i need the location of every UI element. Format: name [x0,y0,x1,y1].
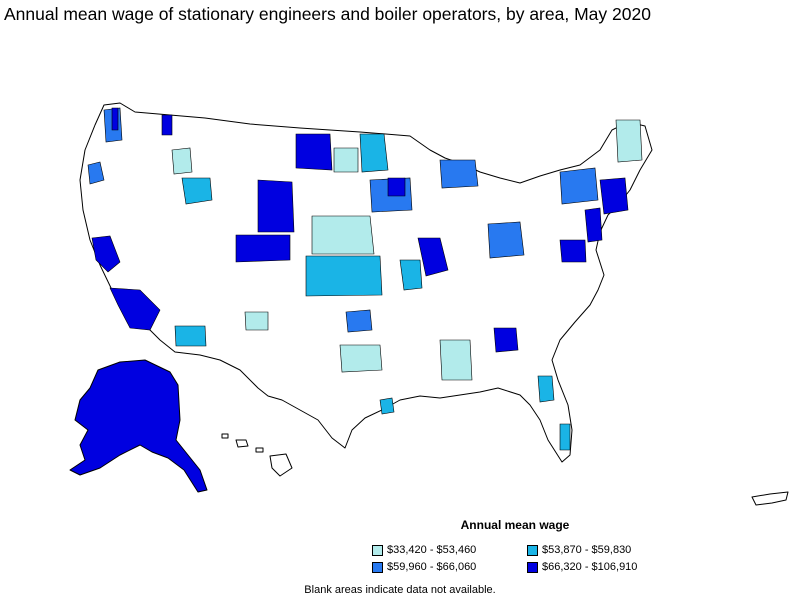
legend-label: $33,420 - $53,460 [387,544,477,556]
legend-swatch [372,561,383,573]
map-title: Annual mean wage of stationary engineers… [4,4,651,24]
legend-item: $33,420 - $53,460 [372,544,476,556]
legend-swatch [527,561,538,573]
legend-swatch [372,544,383,556]
legend-swatch [527,544,538,556]
legend-label: $59,960 - $66,060 [387,561,477,573]
legend-item: $53,870 - $59,830 [527,544,631,556]
hawaii [221,433,293,477]
legend-label: $66,320 - $106,910 [542,561,638,573]
legend-label: $53,870 - $59,830 [542,544,632,556]
legend-item: $66,320 - $106,910 [527,561,637,573]
legend-item: $59,960 - $66,060 [372,561,476,573]
legend-title: Annual mean wage [460,518,570,532]
puerto-rico [751,491,789,506]
alaska [69,359,208,493]
footnote: Blank areas indicate data not available. [304,584,496,596]
